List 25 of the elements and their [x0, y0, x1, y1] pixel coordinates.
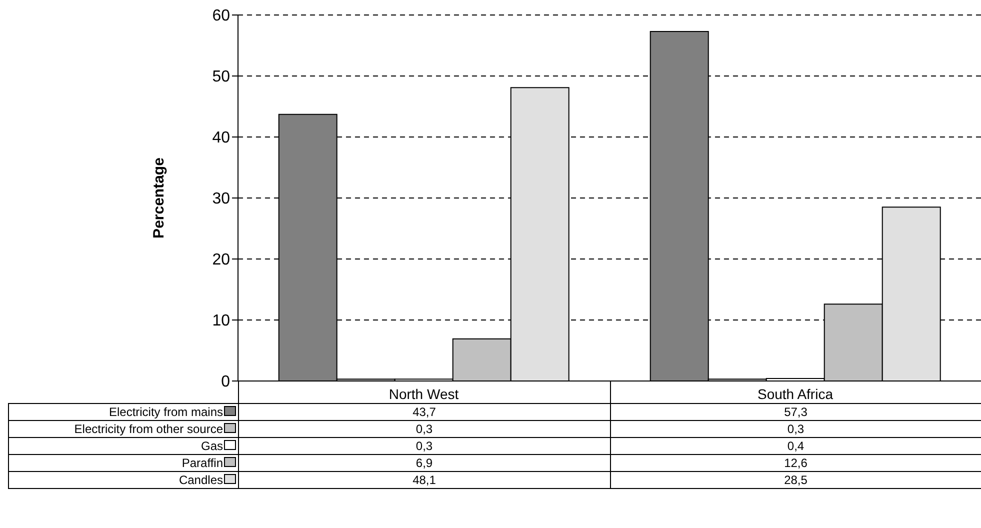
data-label: 28,5 — [610, 471, 981, 488]
legend-label: Electricity from other source — [74, 422, 223, 436]
legend-label: Gas — [200, 438, 223, 452]
data-label: 0,3 — [610, 420, 981, 437]
y-tick-label: 60 — [212, 8, 230, 25]
legend-label: Paraffin — [182, 456, 223, 470]
y-tick-label: 50 — [212, 68, 230, 86]
y-tick-label: 30 — [212, 190, 230, 208]
data-label: 0,4 — [610, 437, 981, 454]
data-label: 6,9 — [238, 454, 610, 471]
y-axis-title: Percentage — [150, 158, 168, 238]
data-label: 0,3 — [238, 420, 610, 437]
y-tick-label: 20 — [212, 252, 230, 269]
data-label: 48,1 — [238, 471, 610, 488]
legend-label: Electricity from mains — [108, 404, 223, 418]
data-label: 12,6 — [610, 454, 981, 471]
y-tick-label: 0 — [221, 374, 230, 391]
legend-label: Candles — [178, 472, 223, 486]
data-label: 43,7 — [238, 403, 610, 420]
x-tick-label: North West — [388, 386, 459, 402]
data-label: 57,3 — [610, 403, 981, 420]
y-tick-label: 40 — [212, 130, 230, 147]
data-label: 0,3 — [238, 437, 610, 454]
x-tick-label: South Africa — [758, 386, 834, 402]
y-tick-label: 10 — [212, 312, 230, 330]
